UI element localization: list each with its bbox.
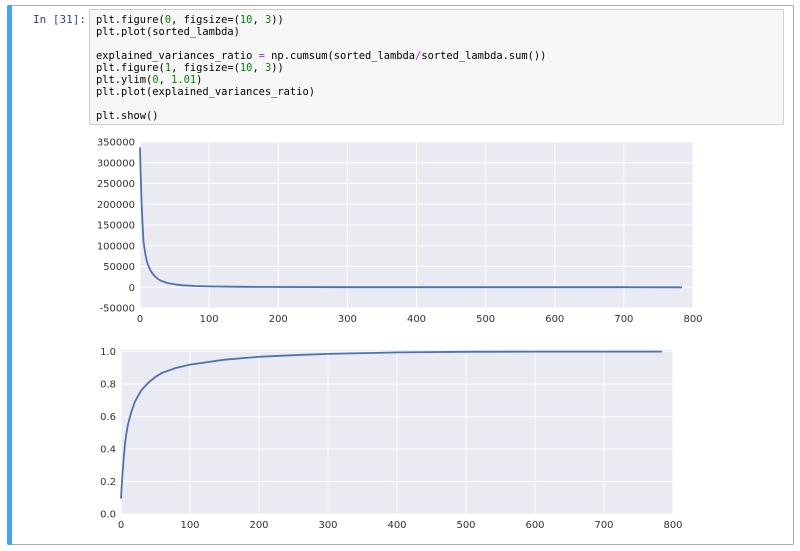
- cell-selection-indicator: [7, 5, 12, 545]
- code-editor[interactable]: plt.figure(0, figsize=(10, 3)) plt.plot(s…: [89, 9, 784, 125]
- x-tick-label: 0: [118, 520, 124, 531]
- code-token: ,: [158, 74, 172, 86]
- code-token: =: [258, 50, 265, 62]
- code-line: plt.plot(sorted_lambda): [96, 26, 240, 38]
- y-tick-label: 0.0: [100, 510, 116, 521]
- y-tick-label: 50000: [103, 262, 135, 273]
- x-tick-label: 100: [180, 520, 199, 531]
- code-token: , figsize=(: [171, 62, 240, 74]
- code-token: plt.figure(: [96, 62, 165, 74]
- x-tick-label: 600: [525, 520, 544, 531]
- code-token: )): [271, 62, 284, 74]
- code-token: 10: [239, 14, 253, 26]
- code-token: 3: [264, 14, 272, 26]
- code-token: , figsize=(: [171, 14, 240, 26]
- code-token: 0: [152, 74, 159, 86]
- code-line: plt.show(): [96, 110, 159, 122]
- y-tick-label: 350000: [97, 138, 135, 149]
- code-line: plt.figure(1, figsize=(10, 3)): [96, 62, 284, 74]
- series-line: [120, 350, 663, 499]
- code-token: ,: [252, 14, 265, 26]
- code-token: sorted_lambda.sum()): [421, 50, 547, 62]
- plot-explained-variance-ratio: 0 100 200 300 400 500 600 700 800 0.0 0.2 0.4 0.6 0.8…: [100, 347, 682, 531]
- plot-sorted-lambda: 0 100 200 300 400 500 600 700 800-50000050000100…: [97, 138, 703, 326]
- x-tick-label: 700: [614, 314, 633, 325]
- series-line: [139, 147, 683, 289]
- x-tick-label: 100: [200, 314, 219, 325]
- code-token: 0: [164, 14, 172, 26]
- code-line: plt.ylim(0, 1.01): [96, 74, 202, 86]
- y-tick-label: 200000: [97, 200, 135, 211]
- code-token: 1.01: [171, 74, 197, 86]
- code-line: plt.plot(explained_variances_ratio): [96, 86, 315, 98]
- code-token: np.cumsum(sorted_lambda: [264, 50, 416, 62]
- y-tick-label: 0.8: [100, 380, 116, 391]
- code-token: plt.figure(: [96, 14, 165, 26]
- x-tick-label: 800: [683, 314, 702, 325]
- x-tick-label: 500: [456, 520, 475, 531]
- x-tick-label: 700: [594, 520, 613, 531]
- y-tick-label: 250000: [97, 179, 135, 190]
- code-token: ,: [252, 62, 265, 74]
- code-token: explained_variances_ratio: [96, 50, 259, 62]
- x-tick-label: 200: [269, 314, 288, 325]
- y-tick-label: -50000: [100, 304, 135, 315]
- y-tick-label: 150000: [97, 221, 135, 232]
- y-tick-label: 0.6: [100, 412, 116, 423]
- x-tick-label: 400: [387, 520, 406, 531]
- x-tick-label: 400: [407, 314, 426, 325]
- code-token: plt.plot(sorted_lambda): [96, 26, 240, 38]
- y-tick-label: 0.4: [100, 445, 116, 456]
- code-token: 1: [164, 62, 172, 74]
- code-token: plt.show(): [96, 110, 159, 122]
- y-tick-label: 0: [129, 283, 135, 294]
- code-token: plt.ylim(: [96, 74, 153, 86]
- x-tick-label: 300: [318, 520, 337, 531]
- code-token: 10: [239, 62, 253, 74]
- code-token: /: [415, 50, 422, 62]
- code-line: plt.figure(0, figsize=(10, 3)): [96, 14, 284, 26]
- x-tick-label: 0: [137, 314, 143, 325]
- x-tick-label: 300: [338, 314, 357, 325]
- x-tick-label: 800: [663, 520, 682, 531]
- input-prompt: In [31]:: [33, 13, 86, 26]
- code-token: ): [196, 74, 203, 86]
- y-tick-label: 1.0: [100, 347, 116, 358]
- code-token: )): [271, 14, 284, 26]
- x-tick-label: 500: [476, 314, 495, 325]
- code-token: plt.plot(explained_variances_ratio): [96, 86, 315, 98]
- code-line: explained_variances_ratio = np.cumsum(so…: [96, 50, 546, 62]
- x-tick-label: 600: [545, 314, 564, 325]
- x-tick-label: 200: [249, 520, 268, 531]
- y-tick-label: 0.2: [100, 477, 116, 488]
- y-tick-label: 100000: [97, 241, 135, 252]
- y-tick-label: 300000: [97, 158, 135, 169]
- code-token: 3: [264, 62, 272, 74]
